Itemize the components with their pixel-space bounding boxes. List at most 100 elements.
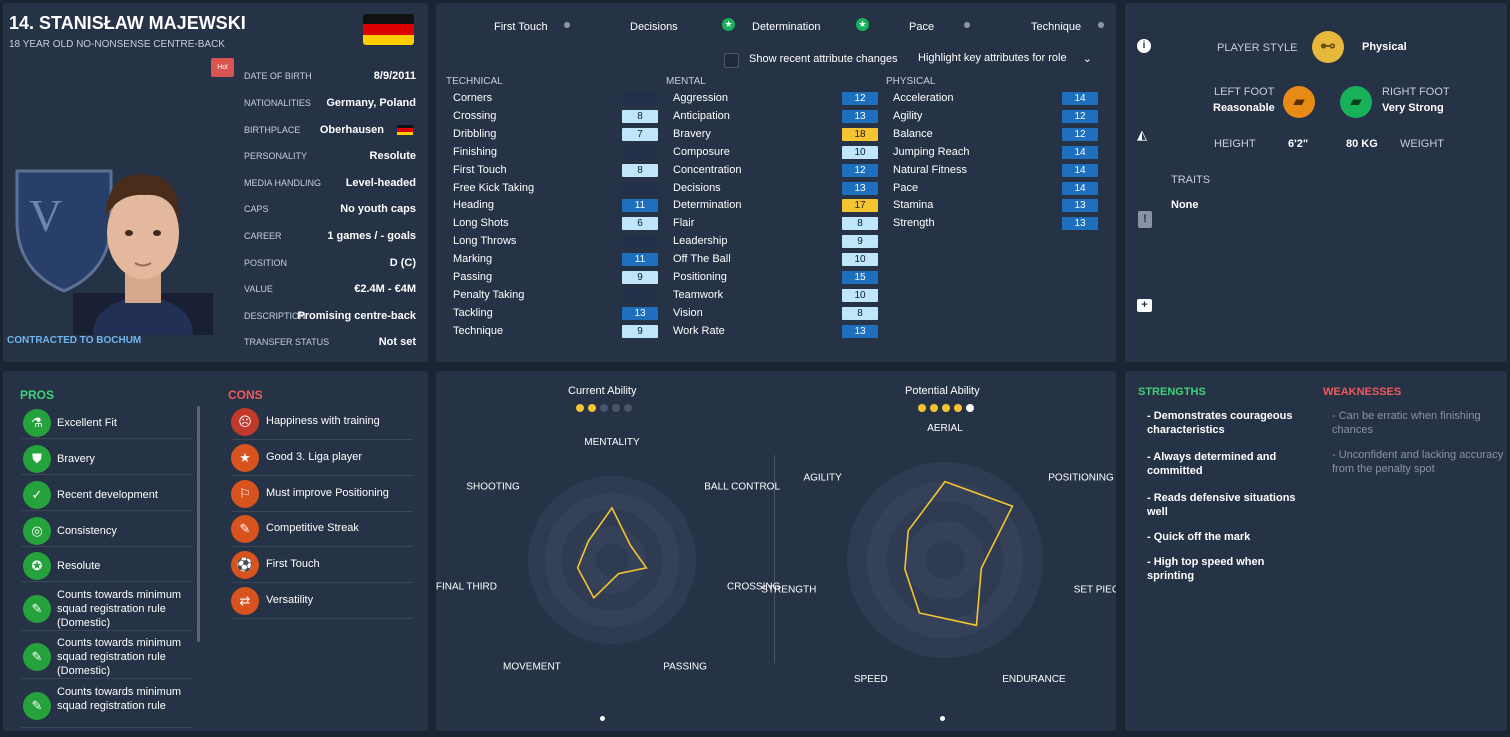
cons-item[interactable]: ☹ Happiness with training — [231, 406, 413, 440]
key-attribute-label[interactable]: First Touch — [494, 21, 548, 33]
cons-item[interactable]: ✎ Competitive Streak — [231, 513, 413, 548]
pros-item[interactable]: ◎ Consistency — [21, 515, 193, 547]
contract-label[interactable]: CONTRACTED TO BOCHUM — [7, 335, 142, 346]
pros-item[interactable]: ✎ Counts towards minimum squad registrati… — [21, 683, 193, 728]
attribute-row[interactable]: Acceleration 14 — [893, 91, 1102, 107]
ability-star-icon — [918, 404, 926, 412]
attribute-value: 9 — [622, 271, 658, 284]
attribute-row[interactable]: Long Throws 6 — [453, 234, 662, 250]
alert-icon[interactable]: ! — [1138, 211, 1152, 228]
recent-changes-checkbox[interactable] — [724, 53, 739, 68]
attribute-row[interactable]: Natural Fitness 14 — [893, 163, 1102, 179]
detail-label: CAPS — [244, 204, 269, 214]
attribute-row[interactable]: Flair 8 — [673, 216, 882, 232]
badge[interactable]: Hol — [211, 58, 234, 77]
detail-value: 8/9/2011 — [373, 70, 416, 82]
current-ability-label: Current Ability — [568, 385, 637, 397]
cons-item[interactable]: ⚽ First Touch — [231, 549, 413, 584]
attribute-value: 18 — [842, 127, 878, 141]
attribute-row[interactable]: Corners 6 — [453, 91, 662, 107]
boot-icon[interactable]: ◭ — [1137, 127, 1147, 142]
pros-scrollbar[interactable] — [197, 406, 200, 642]
key-attribute-label[interactable]: Decisions — [630, 21, 678, 33]
cons-icon: ⇄ — [231, 587, 259, 615]
attribute-value: 8 — [622, 163, 658, 177]
attribute-row[interactable]: First Touch 8 — [453, 163, 662, 179]
pros-item[interactable]: ✪ Resolute — [21, 550, 193, 582]
attribute-row[interactable]: Concentration 12 — [673, 163, 882, 179]
cons-item[interactable]: ⇄ Versatility — [231, 585, 413, 619]
attribute-row[interactable]: Technique 9 — [453, 324, 662, 340]
medical-icon[interactable]: + — [1137, 299, 1152, 312]
cons-text: First Touch — [266, 558, 320, 571]
radar-axis-label: BALL CONTROL — [704, 481, 780, 492]
ability-star-icon — [612, 404, 620, 412]
radar-axis-label: STRENGTH — [761, 584, 816, 595]
attribute-row[interactable]: Bravery 18 — [673, 127, 882, 143]
cons-item[interactable]: ⚐ Must improve Positioning — [231, 478, 413, 512]
attribute-row[interactable]: Strength 13 — [893, 216, 1102, 232]
attribute-row[interactable]: Stamina 13 — [893, 198, 1102, 214]
radar-polygon — [904, 480, 1014, 627]
weakness-item: - Can be erratic when finishing chances — [1332, 410, 1481, 436]
attribute-value: 9 — [842, 235, 878, 249]
attribute-row[interactable]: Determination 17 — [673, 198, 882, 214]
detail-value[interactable]: 1 games / - goals — [327, 230, 416, 242]
attribute-row[interactable]: Tackling 13 — [453, 306, 662, 322]
attribute-row[interactable]: Agility 12 — [893, 109, 1102, 125]
pros-item[interactable]: ✎ Counts towards minimum squad registrati… — [21, 634, 193, 679]
attribute-row[interactable]: Balance 12 — [893, 127, 1102, 143]
attribute-row[interactable]: Composure 10 — [673, 145, 882, 161]
detail-value[interactable]: No youth caps — [340, 203, 416, 215]
divider — [774, 455, 775, 663]
radar-axis-label: SPEED — [854, 674, 888, 685]
detail-value: €2.4M - €4M — [354, 283, 416, 295]
pros-item[interactable]: ✓ Recent development — [21, 479, 193, 511]
attribute-name: Anticipation — [673, 109, 730, 122]
attribute-row[interactable]: Vision 8 — [673, 306, 882, 322]
radar-axis-label: SET PIECES — [1074, 584, 1116, 595]
detail-value[interactable]: D (C) — [389, 257, 416, 269]
page-dot[interactable] — [600, 716, 605, 721]
attribute-row[interactable]: Jumping Reach 14 — [893, 145, 1102, 161]
weaknesses-title: WEAKNESSES — [1323, 386, 1402, 398]
attribute-row[interactable]: Anticipation 13 — [673, 109, 882, 125]
attribute-row[interactable]: Penalty Taking 4 — [453, 288, 662, 304]
right-foot-icon: ▰ — [1340, 86, 1372, 118]
info-icon[interactable]: i — [1137, 39, 1151, 53]
pros-item[interactable]: ⛊ Bravery — [21, 443, 193, 475]
attribute-name: Free Kick Taking — [453, 181, 535, 194]
attribute-row[interactable]: Heading 11 — [453, 198, 662, 214]
attribute-row[interactable]: Pace 14 — [893, 181, 1102, 197]
attribute-row[interactable]: Decisions 13 — [673, 181, 882, 197]
attribute-row[interactable]: Passing 9 — [453, 270, 662, 286]
attribute-row[interactable]: Positioning 15 — [673, 270, 882, 286]
attribute-row[interactable]: Aggression 12 — [673, 91, 882, 107]
highlight-dropdown[interactable]: Highlight key attributes for role ⌄ — [912, 49, 1098, 71]
detail-label: POSITION — [244, 258, 288, 268]
attribute-row[interactable]: Leadership 9 — [673, 234, 882, 250]
attribute-row[interactable]: Free Kick Taking 5 — [453, 181, 662, 197]
attribute-value: 4 — [622, 288, 658, 302]
attribute-row[interactable]: Dribbling 7 — [453, 127, 662, 143]
page-dot[interactable] — [940, 716, 945, 721]
attribute-row[interactable]: Off The Ball 10 — [673, 252, 882, 268]
attribute-row[interactable]: Crossing 8 — [453, 109, 662, 125]
attribute-row[interactable]: Teamwork 10 — [673, 288, 882, 304]
attribute-value: 8 — [622, 109, 658, 123]
attribute-row[interactable]: Long Shots 6 — [453, 216, 662, 232]
key-attribute-label[interactable]: Technique — [1031, 21, 1082, 33]
detail-value: Oberhausen — [319, 124, 384, 136]
key-attribute-label[interactable]: Determination — [752, 21, 821, 33]
pros-item[interactable]: ⚗ Excellent Fit — [21, 407, 193, 439]
pros-item[interactable]: ✎ Counts towards minimum squad registrati… — [21, 586, 193, 631]
attribute-row[interactable]: Marking 11 — [453, 252, 662, 268]
detail-label: NATIONALITIES — [244, 98, 311, 108]
key-attribute-label[interactable]: Pace — [909, 21, 935, 33]
pros-icon: ✎ — [23, 642, 51, 671]
attribute-name: Penalty Taking — [453, 288, 525, 301]
attribute-row[interactable]: Finishing 4 — [453, 145, 662, 161]
attribute-row[interactable]: Work Rate 13 — [673, 324, 882, 340]
cons-item[interactable]: ★ Good 3. Liga player — [231, 442, 413, 476]
detail-label: DATE OF BIRTH — [244, 71, 312, 81]
